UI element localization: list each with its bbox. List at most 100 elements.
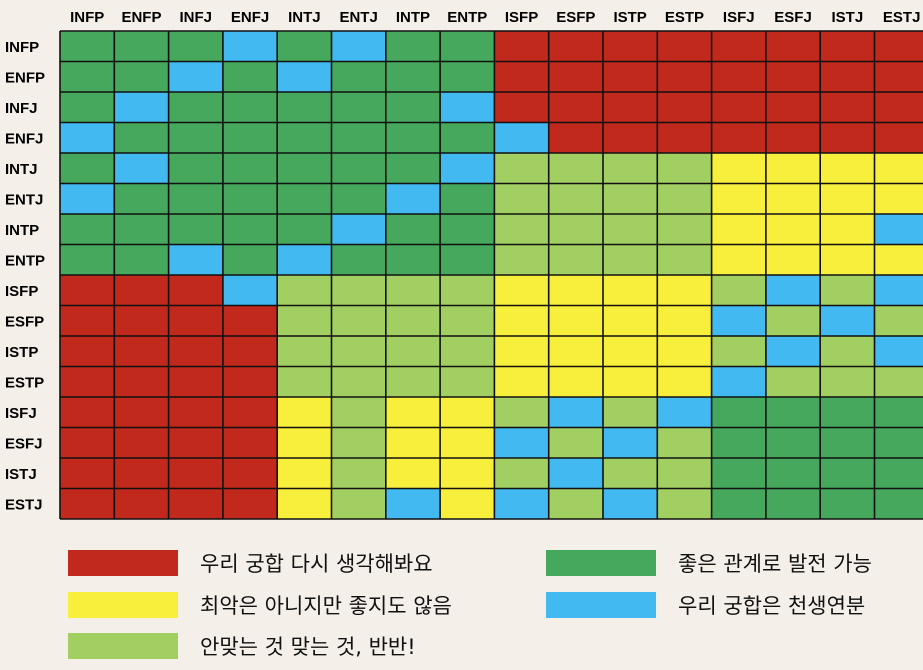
heatmap-cell-infj-istp — [603, 92, 658, 123]
column-label-infp: INFP — [70, 9, 104, 26]
heatmap-cell-isfp-infj — [168, 275, 223, 306]
heatmap-cell-istj-isfj — [711, 458, 766, 489]
legend-swatch — [68, 592, 178, 618]
heatmap-cell-entj-istp — [603, 183, 658, 214]
heatmap-cell-infj-isfp — [494, 92, 549, 123]
legend-swatch — [546, 550, 656, 576]
heatmap-cell-esfj-estj — [874, 427, 923, 458]
heatmap-cell-enfp-intj — [277, 61, 332, 92]
heatmap-cell-entj-estp — [657, 183, 712, 214]
heatmap-cell-isfj-entj — [331, 397, 386, 428]
heatmap-cell-isfp-isfj — [711, 275, 766, 306]
heatmap-cell-intp-enfp — [114, 214, 169, 245]
heatmap-cell-intj-enfj — [222, 153, 278, 184]
heatmap-cell-intj-entp — [440, 153, 495, 184]
heatmap-cell-estj-entp — [440, 488, 495, 519]
heatmap-cell-entj-enfj — [222, 183, 278, 214]
heatmap-cell-isfj-intp — [385, 397, 441, 428]
heatmap-cell-esfp-isfj — [711, 305, 766, 336]
heatmap-cell-infj-intp — [385, 92, 441, 123]
heatmap-cell-istj-esfp — [548, 458, 603, 489]
row-label-intj: INTJ — [5, 161, 38, 178]
heatmap-cell-isfp-istp — [603, 275, 658, 306]
heatmap-cell-estp-entp — [440, 366, 495, 397]
row-label-infj: INFJ — [5, 100, 38, 117]
heatmap-cell-isfp-entp — [440, 275, 495, 306]
heatmap-cell-isfp-esfp — [548, 275, 603, 306]
heatmap-cell-esfj-enfj — [222, 427, 278, 458]
heatmap-cell-entp-isfp — [494, 244, 549, 275]
legend-item: 우리 궁합은 천생연분 — [546, 590, 865, 620]
heatmap-cell-esfj-isfj — [711, 427, 766, 458]
heatmap-cell-intp-infp — [60, 214, 115, 245]
heatmap-cell-estp-esfj — [765, 366, 821, 397]
heatmap-cell-infj-infj — [168, 92, 223, 123]
heatmap-cell-entj-esfj — [765, 183, 821, 214]
heatmap-cell-entj-esfp — [548, 183, 603, 214]
heatmap-cell-estj-enfp — [114, 488, 169, 519]
heatmap-cell-intp-entp — [440, 214, 495, 245]
heatmap-cell-enfp-istp — [603, 61, 658, 92]
heatmap-cell-entp-estj — [874, 244, 923, 275]
heatmap-cell-istp-istp — [603, 336, 658, 367]
legend-swatch — [68, 550, 178, 576]
heatmap-cell-esfp-istp — [603, 305, 658, 336]
heatmap-cell-entp-istp — [603, 244, 658, 275]
heatmap-cell-istj-istp — [603, 458, 658, 489]
column-label-entp: ENTP — [447, 9, 487, 26]
heatmap-cell-enfp-enfp — [114, 61, 169, 92]
heatmap-cell-istp-intj — [277, 336, 332, 367]
heatmap-cell-intp-estj — [874, 214, 923, 245]
legend-item: 우리 궁합 다시 생각해봐요 — [68, 548, 433, 578]
row-label-estj: ESTJ — [5, 496, 43, 513]
row-label-entj: ENTJ — [5, 191, 43, 208]
heatmap-cell-infj-estp — [657, 92, 712, 123]
heatmap-cell-entp-infj — [168, 244, 223, 275]
heatmap-cell-istp-intp — [385, 336, 441, 367]
heatmap-cell-estp-enfj — [222, 366, 278, 397]
heatmap-cell-istj-estp — [657, 458, 712, 489]
heatmap-cell-enfj-istj — [820, 122, 875, 153]
heatmap-cell-enfj-enfj — [222, 122, 278, 153]
heatmap-cell-enfp-istj — [820, 61, 875, 92]
legend-label: 우리 궁합은 천생연분 — [678, 594, 866, 618]
column-label-estp: ESTP — [665, 9, 704, 26]
heatmap-cell-intj-estj — [874, 153, 923, 184]
heatmap-cell-intj-istj — [820, 153, 875, 184]
heatmap-cell-esfp-enfj — [222, 305, 278, 336]
heatmap-cell-enfj-enfp — [114, 122, 169, 153]
heatmap-cell-entp-estp — [657, 244, 712, 275]
heatmap-cell-estj-intj — [277, 488, 332, 519]
heatmap-cell-istp-estp — [657, 336, 712, 367]
heatmap-cell-istp-isfp — [494, 336, 549, 367]
row-label-istp: ISTP — [5, 344, 38, 361]
heatmap-cell-enfp-isfj — [711, 61, 766, 92]
heatmap-cell-isfj-esfj — [765, 397, 821, 428]
heatmap-cell-infj-intj — [277, 92, 332, 123]
legend-label: 좋은 관계로 발전 가능 — [678, 552, 872, 576]
row-label-enfp: ENFP — [5, 69, 45, 86]
heatmap-cell-infj-entp — [440, 92, 495, 123]
heatmap-cell-esfj-intp — [385, 427, 441, 458]
heatmap-cell-isfp-istj — [820, 275, 875, 306]
heatmap-cell-isfj-istj — [820, 397, 875, 428]
heatmap-cell-isfp-estj — [874, 275, 923, 306]
heatmap-cell-estp-istp — [603, 366, 658, 397]
heatmap-cell-esfj-infp — [60, 427, 115, 458]
heatmap-cell-isfj-estj — [874, 397, 923, 428]
column-label-isfp: ISFP — [505, 9, 538, 26]
heatmap-cell-esfp-estj — [874, 305, 923, 336]
heatmap-cell-estj-esfj — [765, 488, 821, 519]
heatmap-cell-istj-estj — [874, 458, 923, 489]
heatmap-cell-infp-esfp — [548, 31, 603, 62]
heatmap-cell-esfp-infp — [60, 305, 115, 336]
heatmap-cell-infp-enfp — [114, 31, 169, 62]
heatmap-cell-istp-enfj — [222, 336, 278, 367]
legend-item: 최악은 아니지만 좋지도 않음 — [68, 590, 452, 620]
heatmap-cell-entj-isfj — [711, 183, 766, 214]
heatmap-cell-isfp-infp — [60, 275, 115, 306]
heatmap-cell-estj-isfp — [494, 488, 549, 519]
heatmap-cell-isfp-esfj — [765, 275, 821, 306]
heatmap-cell-esfj-entp — [440, 427, 495, 458]
